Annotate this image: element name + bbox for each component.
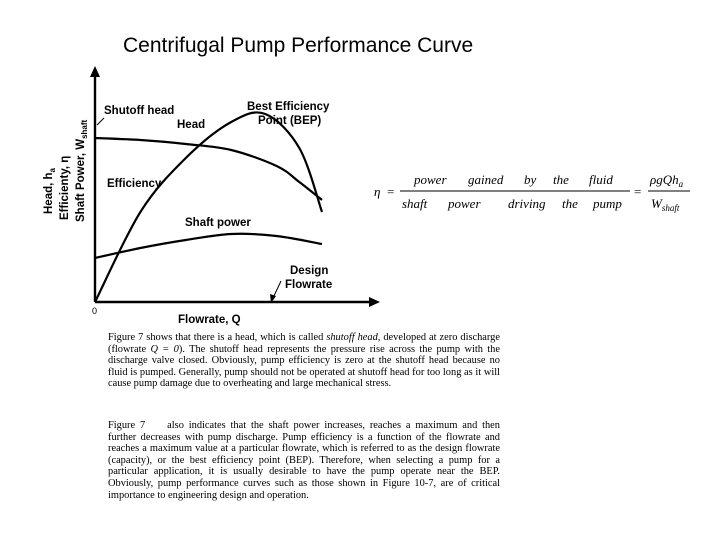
rhs-numerator: ρgQha xyxy=(649,172,684,189)
bep-label-line2: Point (BEP) xyxy=(258,115,321,127)
efficiency-curve xyxy=(94,111,324,303)
denominator-word: pump xyxy=(592,196,622,211)
numerator-word: fluid xyxy=(589,172,613,187)
numerator-word: gained xyxy=(468,172,504,187)
numerator-word: the xyxy=(553,172,569,187)
design-flowrate-label-line1: Design xyxy=(290,265,328,277)
denominator-word: driving xyxy=(508,196,546,211)
denominator-word: power xyxy=(447,196,481,211)
x-axis-arrow xyxy=(369,297,380,307)
y-axis-label-efficiency: Efficienty, η xyxy=(59,156,71,220)
shutoff-head-label: Shutoff head xyxy=(104,105,174,117)
numerator-word: by xyxy=(524,172,537,187)
y-axis-label-head: Head, ha xyxy=(43,167,57,214)
shaft-power-label: Shaft power xyxy=(185,217,251,229)
body-paragraph-2: Figure 7 also indicates that the shaft po… xyxy=(108,420,500,501)
rhs-denominator: Wshaft xyxy=(651,196,680,213)
head-label: Head xyxy=(177,119,205,131)
design-flowrate-arrowhead xyxy=(270,294,276,303)
performance-curve-figure: Head, ha Efficienty, η Shaft Power, Wsha… xyxy=(40,62,380,330)
numerator-word: power xyxy=(413,172,447,187)
equals-sign-1: = xyxy=(387,184,394,199)
shutoff-head-term: shutoff head xyxy=(326,332,378,343)
shaft-power-curve xyxy=(94,232,323,260)
denominator-word: the xyxy=(562,196,578,211)
body-paragraph-1: Figure 7 shows that there is a head, whi… xyxy=(108,332,500,390)
y-axis-label-shaft-power: Shaft Power, Wshaft xyxy=(75,119,89,222)
performance-curve-chart: Head, ha Efficienty, η Shaft Power, Wsha… xyxy=(43,66,380,326)
eta-symbol: η xyxy=(374,184,380,199)
efficiency-equation: η = power gained by the fluid shaft powe… xyxy=(372,166,720,218)
x-axis-label: Flowrate, Q xyxy=(178,314,241,326)
origin-label: 0 xyxy=(92,306,97,316)
head-curve xyxy=(94,136,323,201)
shutoff-head-pointer xyxy=(96,117,105,126)
bep-label-line1: Best Efficiency xyxy=(247,101,330,113)
slide-title: Centrifugal Pump Performance Curve xyxy=(123,34,474,57)
equals-sign-2: = xyxy=(634,184,641,199)
design-flowrate-pointer xyxy=(272,280,282,299)
denominator-word: shaft xyxy=(402,196,428,211)
efficiency-label: Efficiency xyxy=(107,178,162,190)
design-flowrate-label-line2: Flowrate xyxy=(285,279,332,291)
y-axis-arrow xyxy=(90,66,100,77)
